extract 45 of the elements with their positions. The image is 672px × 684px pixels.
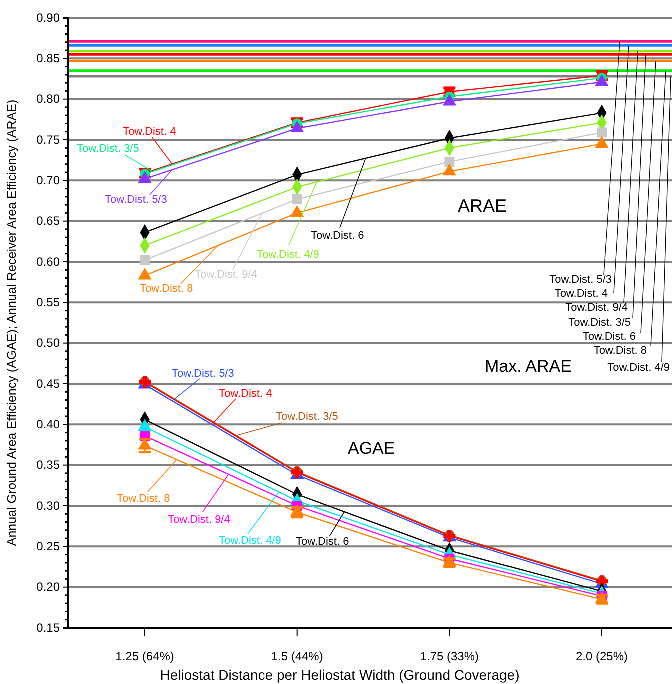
ref-line-label: Tow.Dist. 4/9 (608, 362, 670, 374)
ref-line-label: Tow.Dist. 5/3 (550, 274, 612, 286)
y-tick-label: 0.15 (36, 620, 60, 635)
x-tick-label: 2.0 (25%) (576, 650, 628, 664)
y-tick-label: 0.25 (36, 540, 60, 554)
ref-line-label: Tow.Dist. 8 (594, 345, 647, 357)
y-tick-label: 0.80 (36, 92, 60, 106)
text: Tow.Dist. 4 (219, 388, 272, 400)
y-tick-label: 0.20 (36, 580, 60, 594)
y-tick-label: 0.50 (36, 336, 60, 350)
ref-line-label: Tow.Dist. 6 (582, 331, 636, 343)
y-tick-label: 0.90 (36, 10, 60, 25)
legend-label: Tow.Dist. 6 (296, 536, 350, 548)
y-tick-label: 0.30 (36, 498, 60, 513)
ref-line-label: Tow.Dist. 9/4 (566, 302, 628, 314)
text: Tow.Dist. 4 (123, 126, 176, 138)
x-axis-title: Heliostat Distance per Heliostat Width (Ground Coverage) (160, 667, 520, 683)
legend-label: Tow.Dist. 5/3 (105, 194, 168, 206)
y-tick-label: 0.70 (36, 174, 60, 188)
text: Tow.Dist. 8 (117, 493, 170, 505)
text: Tow.Dist. 4/9 (219, 535, 282, 547)
text: Tow.Dist. 3/5 (276, 411, 338, 423)
y-tick-label: 0.65 (36, 214, 60, 228)
y-tick-label: 0.45 (36, 376, 60, 391)
y-tick-label: 0.35 (36, 458, 60, 472)
x-tick-label: 1.25 (64%) (116, 650, 174, 664)
ref-line-label: Tow.Dist. 3/5 (568, 317, 631, 329)
y-tick-label: 0.55 (36, 296, 60, 310)
series-label: Tow.Dist. 8 (140, 283, 194, 295)
y-tick-label: 0.60 (36, 254, 60, 269)
series-label: Tow.Dist. 5/3 (172, 368, 234, 380)
series-label: Tow.Dist. 3/5 (77, 143, 140, 155)
y-axis-title: Annual Ground Area Efficiency (AGAE); Annual Receiver Area Efficiency (ARAE) (5, 100, 19, 546)
annotation: Max. ARAE (485, 357, 572, 376)
x-tick-label: 1.75 (33%) (420, 650, 480, 664)
text: Tow.Dist. 4/9 (257, 249, 320, 261)
text: Tow.Dist. 6 (311, 230, 364, 242)
annotation: AGAE (348, 439, 396, 458)
x-tick-label: 1.5 (44%) (271, 650, 324, 664)
y-tick-label: 0.85 (36, 52, 60, 66)
y-tick-label: 0.40 (36, 418, 60, 432)
text: Tow.Dist. 9/4 (168, 514, 230, 526)
ref-line-label: Tow.Dist. 4 (554, 288, 608, 300)
annotation: ARAE (458, 196, 508, 216)
y-tick-label: 0.75 (36, 132, 60, 147)
